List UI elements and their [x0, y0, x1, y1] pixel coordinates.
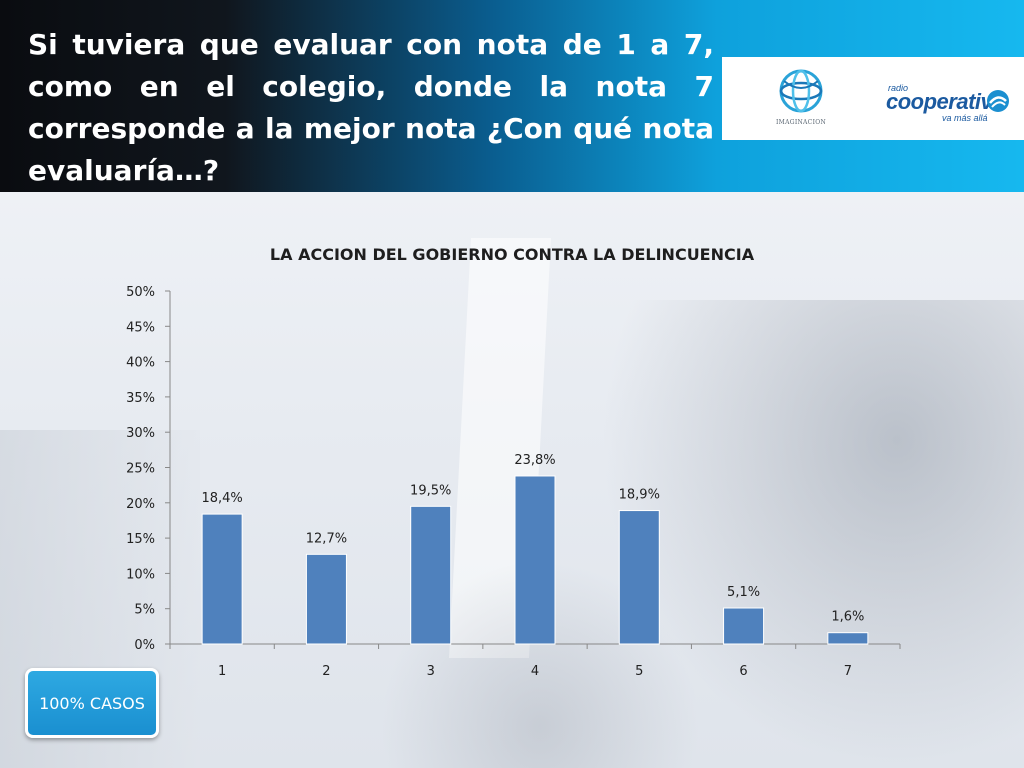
casos-badge: 100% CASOS — [25, 668, 159, 738]
bar — [723, 607, 765, 645]
cooperativa-name-text: cooperativa — [886, 89, 1005, 114]
data-label: 5,1% — [727, 585, 760, 600]
imaginacion-logo-text: IMAGINACION — [775, 119, 827, 126]
y-tick-label: 40% — [126, 356, 155, 371]
slide-title: Si tuviera que evaluar con nota de 1 a 7… — [28, 28, 714, 187]
bar — [827, 632, 869, 645]
bar — [410, 505, 452, 645]
y-tick-label: 25% — [126, 462, 155, 477]
bar — [305, 553, 347, 645]
swirl-icon — [987, 90, 1009, 112]
x-tick-label: 5 — [635, 664, 643, 679]
data-label: 18,9% — [619, 488, 660, 503]
cooperativa-logo: radio cooperativa va más allá — [882, 79, 1022, 129]
bar — [201, 513, 243, 645]
data-label: 23,8% — [514, 453, 555, 468]
y-tick-label: 30% — [126, 426, 155, 441]
x-tick-label: 3 — [427, 664, 435, 679]
data-label: 19,5% — [410, 483, 451, 498]
y-tick-label: 20% — [126, 497, 155, 512]
cooperativa-tagline-text: va más allá — [942, 113, 988, 123]
x-tick-label: 2 — [322, 664, 330, 679]
y-tick-label: 50% — [126, 285, 155, 300]
data-label: 12,7% — [306, 531, 347, 546]
chart-title: LA ACCION DEL GOBIERNO CONTRA LA DELINCU… — [269, 245, 755, 264]
x-tick-label: 1 — [218, 664, 226, 679]
y-tick-label: 35% — [126, 391, 155, 406]
data-label: 18,4% — [201, 491, 242, 506]
x-tick-label: 7 — [844, 664, 852, 679]
cooperativa-radio-text: radio — [888, 83, 909, 93]
y-tick-label: 5% — [134, 603, 155, 618]
bar — [514, 475, 556, 645]
x-tick-label: 4 — [531, 664, 539, 679]
y-tick-label: 0% — [134, 638, 155, 653]
x-tick-label: 6 — [739, 664, 747, 679]
header-banner: Si tuviera que evaluar con nota de 1 a 7… — [0, 0, 1024, 192]
y-tick-label: 15% — [126, 532, 155, 547]
globe-icon — [779, 69, 823, 113]
data-label: 1,6% — [831, 610, 864, 625]
y-tick-label: 45% — [126, 320, 155, 335]
logo-panel: IMAGINACION radio cooperativa va más all… — [722, 57, 1024, 140]
imaginacion-logo: IMAGINACION — [766, 65, 836, 135]
y-tick-label: 10% — [126, 567, 155, 582]
bar — [618, 510, 660, 645]
